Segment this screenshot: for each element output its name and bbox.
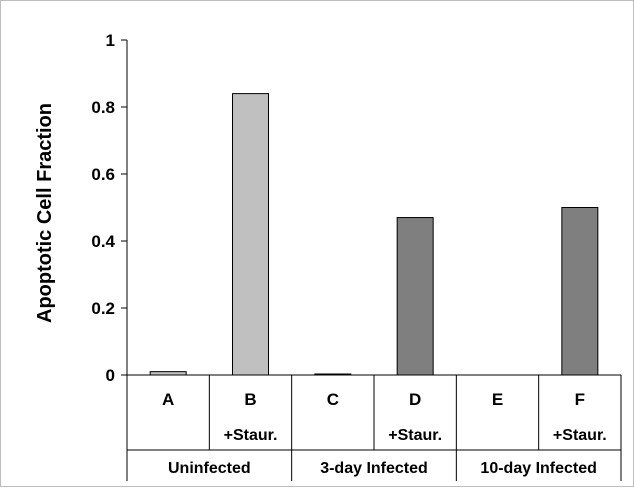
bar-d xyxy=(396,217,434,376)
bar-f xyxy=(561,207,599,376)
y-tick-label: 0 xyxy=(106,366,115,385)
treatment-label: +Staur. xyxy=(553,427,607,444)
group-label: Uninfected xyxy=(168,460,251,477)
plot-area: 0 0.2 0.4 0.6 0.8 1 A B +Staur. C D +Staur. E F +Staur… xyxy=(91,31,622,481)
treatment-label: +Staur. xyxy=(224,427,278,444)
category-label: F xyxy=(575,390,585,409)
category-label: A xyxy=(162,390,174,409)
category-label: C xyxy=(327,390,339,409)
category-label: B xyxy=(244,390,256,409)
y-tick-label: 0.4 xyxy=(91,232,115,251)
category-label: D xyxy=(409,390,421,409)
y-tick-label: 1 xyxy=(106,31,115,50)
bar-a xyxy=(149,371,187,376)
treatment-label: +Staur. xyxy=(388,427,442,444)
y-tick-label: 0.6 xyxy=(91,165,115,184)
y-tick-label: 0.2 xyxy=(91,299,115,318)
bar-b xyxy=(232,93,269,376)
y-tick-label: 0.8 xyxy=(91,98,115,117)
group-label: 3-day Infected xyxy=(320,460,428,477)
category-label: E xyxy=(492,390,503,409)
bar-c xyxy=(314,373,352,376)
y-axis-label: Apoptotic Cell Fraction xyxy=(34,103,56,323)
group-label: 10-day Infected xyxy=(480,460,596,477)
